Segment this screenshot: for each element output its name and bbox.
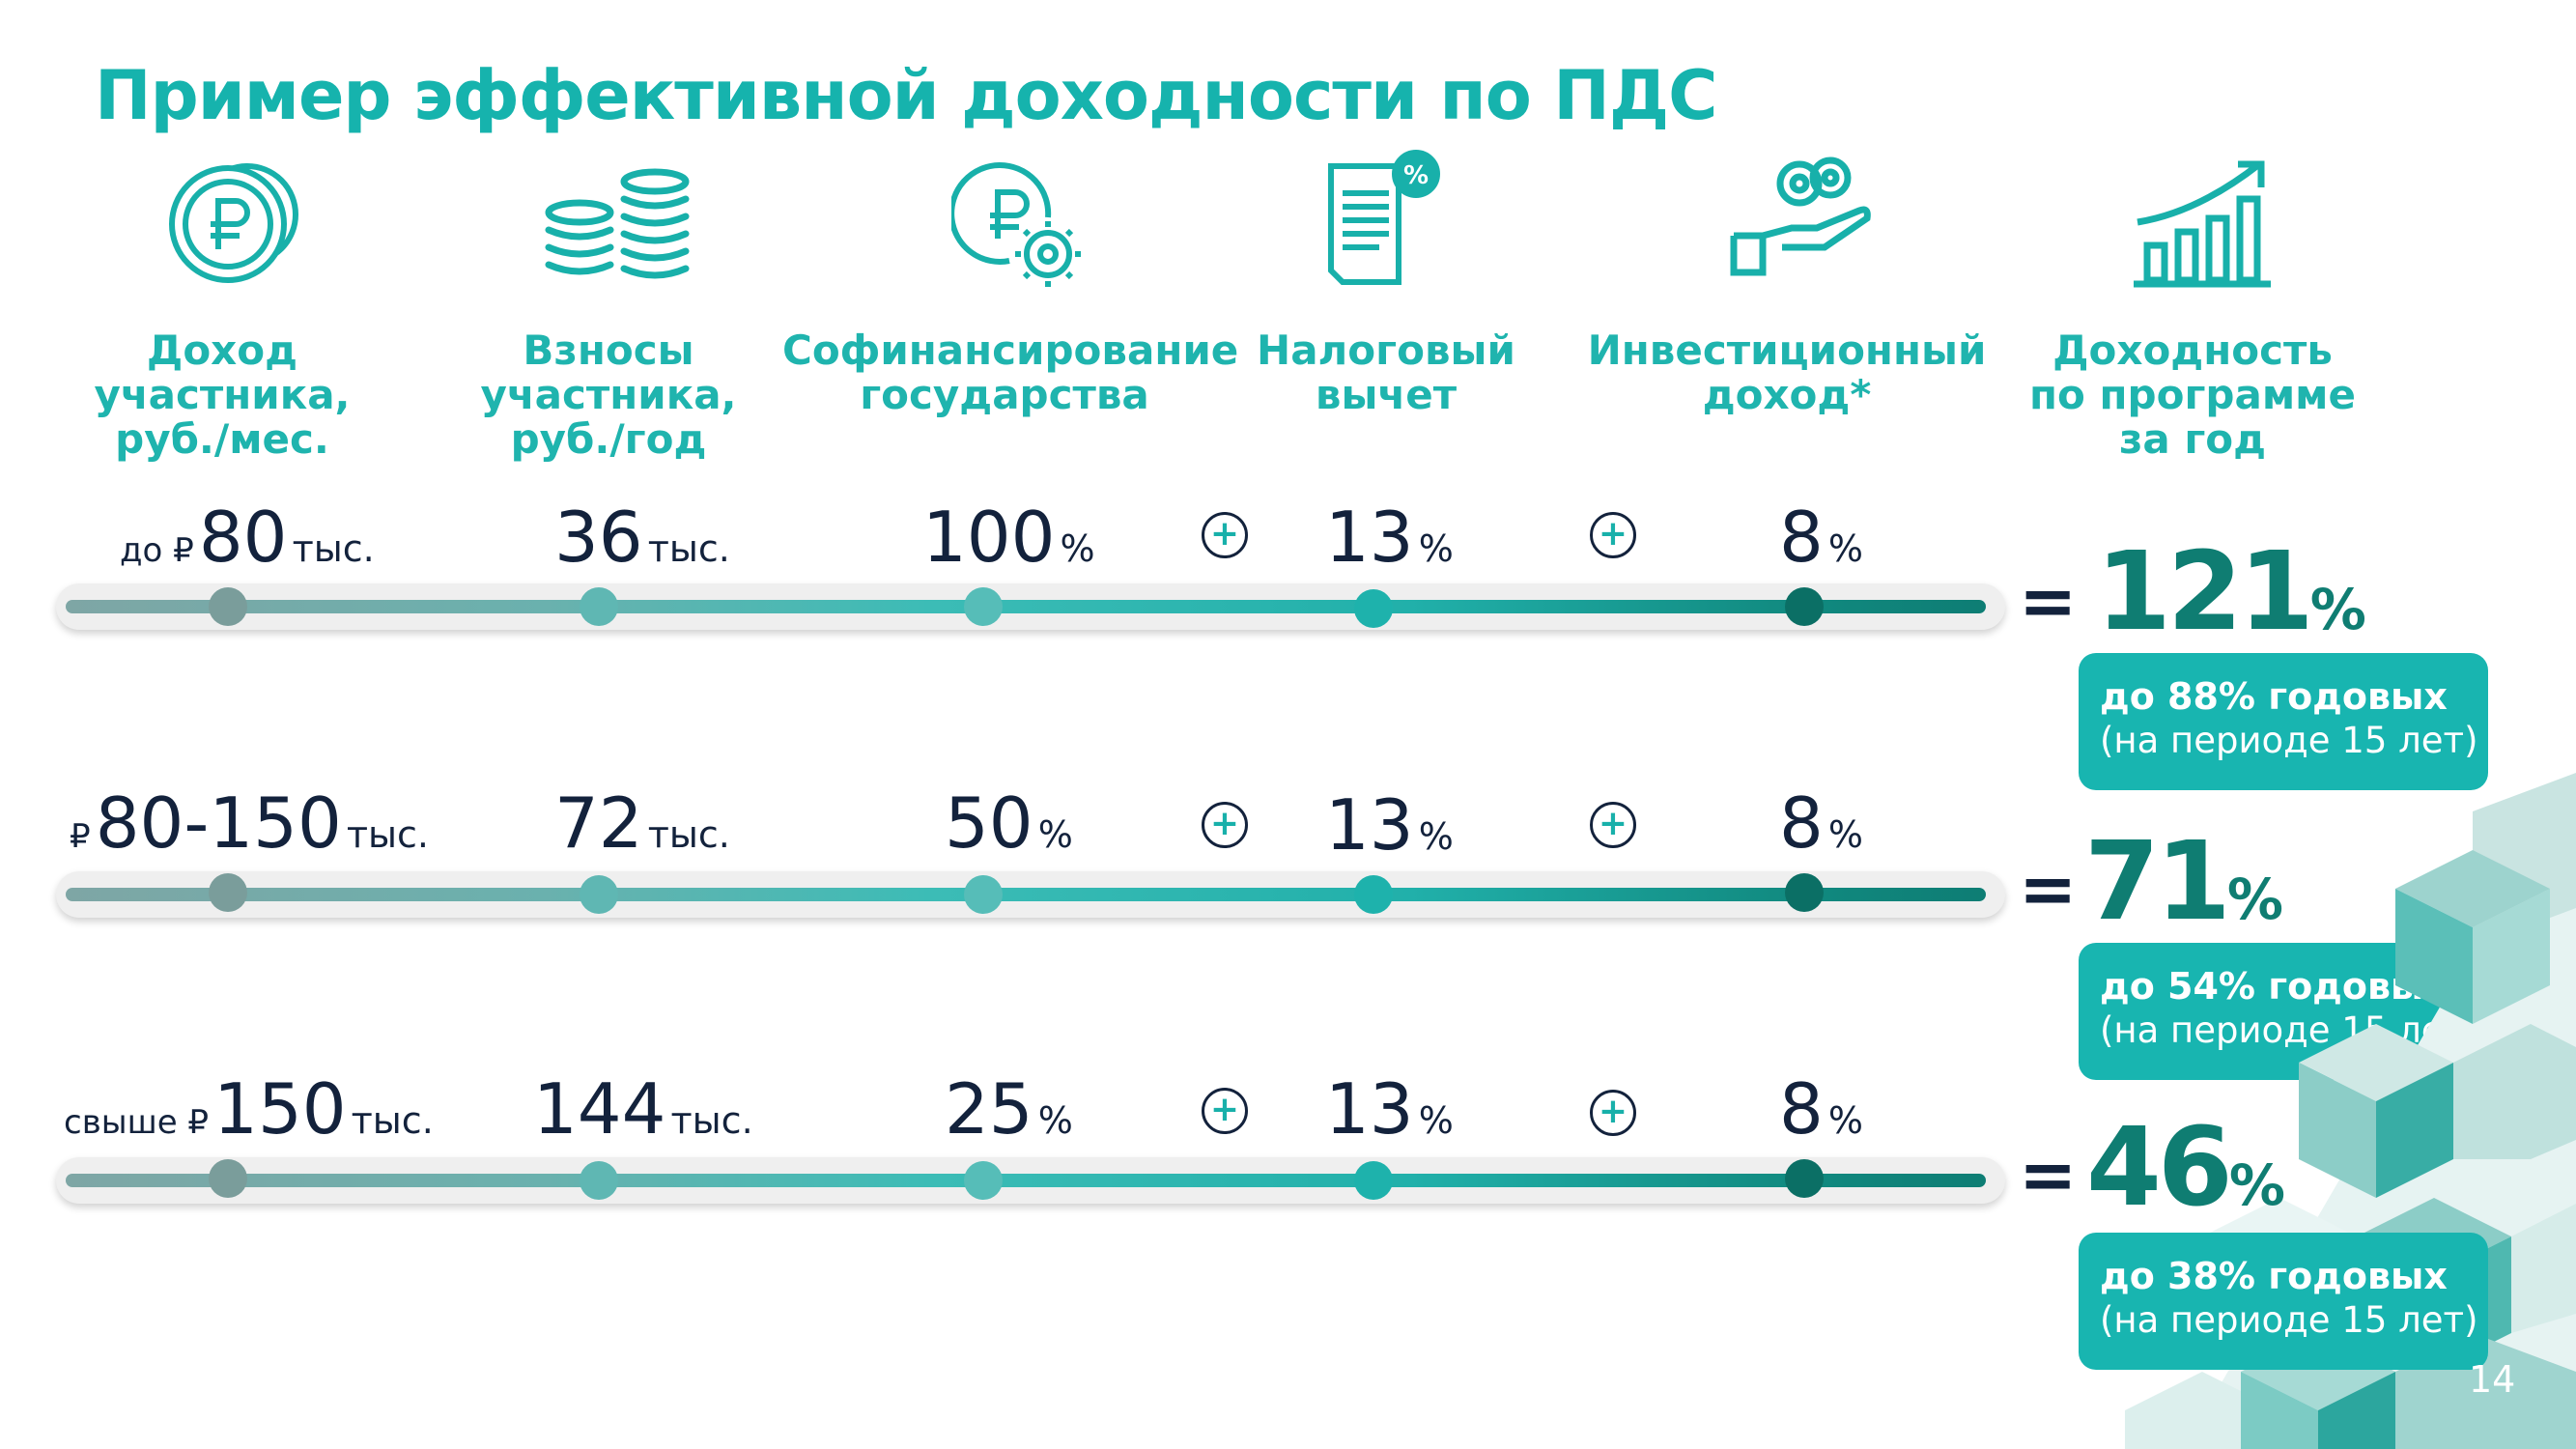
slider-knob bbox=[580, 1161, 618, 1200]
svg-text:%: % bbox=[1403, 161, 1429, 190]
tax-value: 13 % bbox=[1325, 497, 1454, 578]
cofinancing-value: 100 % bbox=[922, 497, 1095, 578]
invest-value: 8 % bbox=[1779, 782, 1864, 864]
plus-icon: + bbox=[1202, 1088, 1248, 1134]
slider-knob bbox=[1785, 1159, 1824, 1198]
header-annual-yield: Доходность по программе за год bbox=[2029, 327, 2356, 463]
header-contributions: Взносы участника, руб./год bbox=[480, 327, 737, 463]
header-income: Доход участника, руб./мес. bbox=[94, 327, 351, 463]
plus-icon: + bbox=[1590, 1090, 1636, 1136]
page-title: Пример эффективной доходности по ПДС bbox=[95, 56, 1718, 135]
contribution-value: 144 тыс. bbox=[533, 1068, 753, 1150]
income-value: до ₽ 80 тыс. bbox=[120, 497, 375, 578]
tax-document-percent-icon: % bbox=[1328, 150, 1440, 285]
header-cofinancing: Софинансирование государства bbox=[782, 327, 1239, 418]
hand-coins-icon bbox=[1730, 156, 1871, 276]
plus-icon: + bbox=[1590, 512, 1636, 558]
slider-knob bbox=[1354, 1161, 1393, 1200]
invest-value: 8 % bbox=[1779, 497, 1864, 578]
slider-knob bbox=[1354, 875, 1393, 914]
tax-value: 13 % bbox=[1325, 784, 1454, 866]
slider-bar bbox=[66, 600, 1986, 613]
income-value: свыше ₽ 150 тыс. bbox=[64, 1068, 434, 1150]
ruble-gear-icon bbox=[951, 161, 1081, 287]
plus-icon: + bbox=[1202, 802, 1248, 848]
equals-sign: = bbox=[2019, 848, 2078, 929]
slider-knob bbox=[209, 873, 247, 912]
growth-chart-icon bbox=[2134, 160, 2271, 288]
yield-result: 71% bbox=[2084, 819, 2283, 945]
cofinancing-value: 25 % bbox=[945, 1068, 1073, 1150]
plus-icon: + bbox=[1590, 802, 1636, 848]
contribution-value: 36 тыс. bbox=[554, 497, 730, 578]
yield-result: 121% bbox=[2096, 529, 2366, 655]
annual-rate-badge: до 88% годовых (на периоде 15 лет) bbox=[2079, 653, 2488, 790]
yield-result: 46% bbox=[2086, 1105, 2285, 1231]
slider-knob bbox=[1785, 873, 1824, 912]
slider-knob bbox=[580, 875, 618, 914]
coin-stacks-icon bbox=[545, 168, 690, 279]
annual-rate-badge: до 38% годовых (на периоде 15 лет) bbox=[2079, 1233, 2488, 1370]
page-number: 14 bbox=[2469, 1358, 2516, 1401]
slider-knob bbox=[209, 1159, 247, 1198]
header-tax-deduction: Налоговый вычет bbox=[1257, 327, 1515, 418]
slider-bar bbox=[66, 888, 1986, 901]
slider-knob bbox=[580, 587, 618, 626]
contribution-value: 72 тыс. bbox=[554, 782, 730, 864]
invest-value: 8 % bbox=[1779, 1068, 1864, 1150]
ruble-coins-icon bbox=[169, 163, 298, 283]
slider-knob bbox=[964, 875, 1003, 914]
slider-knob bbox=[1354, 589, 1393, 628]
slider-knob bbox=[209, 587, 247, 626]
plus-icon: + bbox=[1202, 512, 1248, 558]
slider-knob bbox=[964, 1161, 1003, 1200]
slider-knob bbox=[964, 587, 1003, 626]
income-value: ₽ 80-150 тыс. bbox=[70, 782, 429, 864]
tax-value: 13 % bbox=[1325, 1068, 1454, 1150]
cofinancing-value: 50 % bbox=[945, 782, 1073, 864]
slider-bar bbox=[66, 1174, 1986, 1187]
equals-sign: = bbox=[2019, 560, 2078, 641]
equals-sign: = bbox=[2019, 1134, 2078, 1215]
slider-knob bbox=[1785, 587, 1824, 626]
header-investment-income: Инвестиционный доход* bbox=[1587, 327, 1987, 418]
